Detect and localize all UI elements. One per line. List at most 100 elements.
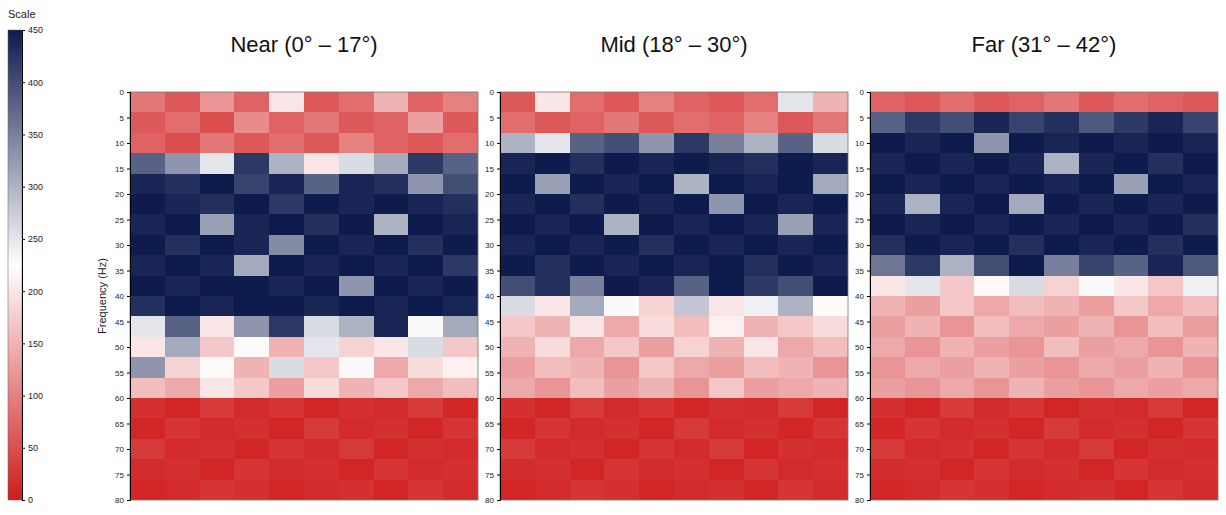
- cell: [1114, 214, 1149, 235]
- y-tick: 65: [115, 420, 130, 429]
- cell: [639, 480, 674, 500]
- cell: [535, 378, 570, 399]
- y-tick-mark: [497, 271, 500, 272]
- cell: [905, 153, 940, 174]
- cell: [304, 214, 339, 235]
- cell: [870, 255, 905, 276]
- cell: [639, 439, 674, 460]
- cell: [1183, 153, 1218, 174]
- cell: [974, 255, 1009, 276]
- cell: [1079, 378, 1114, 399]
- cell: [130, 112, 165, 133]
- cell: [905, 133, 940, 154]
- cell: [1114, 194, 1149, 215]
- cell: [535, 214, 570, 235]
- cell: [570, 112, 605, 133]
- cell: [1183, 92, 1218, 113]
- cell: [674, 255, 709, 276]
- cell: [304, 296, 339, 317]
- cell: [674, 398, 709, 419]
- cell: [1079, 480, 1114, 500]
- y-tick-mark: [127, 500, 130, 501]
- cell: [234, 480, 269, 500]
- cell: [870, 235, 905, 256]
- y-tick-mark: [867, 322, 870, 323]
- cell: [535, 357, 570, 378]
- cell: [1009, 255, 1044, 276]
- cell: [604, 337, 639, 358]
- cell: [1079, 296, 1114, 317]
- cell: [443, 480, 478, 500]
- cell: [813, 357, 848, 378]
- cell: [535, 276, 570, 297]
- cell: [234, 378, 269, 399]
- y-tick: 75: [855, 471, 870, 480]
- y-tick-mark: [867, 424, 870, 425]
- cell: [165, 480, 200, 500]
- cell: [443, 133, 478, 154]
- cell: [570, 480, 605, 500]
- y-tick-label: 20: [855, 190, 864, 199]
- y-tick-mark: [127, 118, 130, 119]
- colorbar-tick-mark: [22, 239, 25, 240]
- cell: [165, 418, 200, 439]
- cell: [1044, 235, 1079, 256]
- cell: [744, 255, 779, 276]
- cell: [339, 92, 374, 113]
- cell: [234, 357, 269, 378]
- cell: [1183, 194, 1218, 215]
- colorbar-axis: 050100150200250300350400450: [22, 25, 43, 505]
- cell: [269, 378, 304, 399]
- cell: [374, 316, 409, 337]
- cell: [1009, 418, 1044, 439]
- cell: [639, 194, 674, 215]
- colorbar-tick-label: 400: [28, 78, 43, 88]
- y-tick-label: 20: [115, 190, 124, 199]
- y-tick-label: 40: [855, 292, 864, 301]
- cell: [1009, 92, 1044, 113]
- cell: [408, 459, 443, 480]
- cell: [408, 480, 443, 500]
- cell: [940, 235, 975, 256]
- cell: [374, 194, 409, 215]
- cell: [535, 133, 570, 154]
- cell: [374, 378, 409, 399]
- cell: [870, 418, 905, 439]
- colorbar-tick-label: 100: [28, 391, 43, 401]
- y-tick: 25: [485, 216, 500, 225]
- cell: [744, 378, 779, 399]
- cell: [905, 276, 940, 297]
- cell: [443, 296, 478, 317]
- cell: [1044, 296, 1079, 317]
- cell: [674, 357, 709, 378]
- cell: [813, 235, 848, 256]
- cell: [905, 255, 940, 276]
- cell: [709, 235, 744, 256]
- cell: [200, 255, 235, 276]
- y-tick: 50: [485, 343, 500, 352]
- colorbar-axis-line: [23, 31, 26, 501]
- y-tick-label: 55: [855, 369, 864, 378]
- y-tick-label: 65: [115, 420, 124, 429]
- cell: [1079, 133, 1114, 154]
- cell: [234, 398, 269, 419]
- y-tick: 75: [115, 471, 130, 480]
- cell: [570, 92, 605, 113]
- y-tick-label: 70: [485, 445, 494, 454]
- y-tick: 55: [485, 369, 500, 378]
- cell: [570, 316, 605, 337]
- cell: [269, 112, 304, 133]
- colorbar-tick-label: 0: [28, 495, 33, 505]
- cell: [200, 214, 235, 235]
- y-tick-mark: [497, 373, 500, 374]
- cell: [674, 418, 709, 439]
- cell: [1114, 337, 1149, 358]
- plot-frame: [500, 92, 848, 500]
- cell: [535, 480, 570, 500]
- y-tick: 70: [115, 445, 130, 454]
- y-tick: 75: [485, 471, 500, 480]
- cell: [974, 418, 1009, 439]
- cell: [570, 439, 605, 460]
- cell: [570, 255, 605, 276]
- colorbar-title: Scale: [8, 8, 36, 20]
